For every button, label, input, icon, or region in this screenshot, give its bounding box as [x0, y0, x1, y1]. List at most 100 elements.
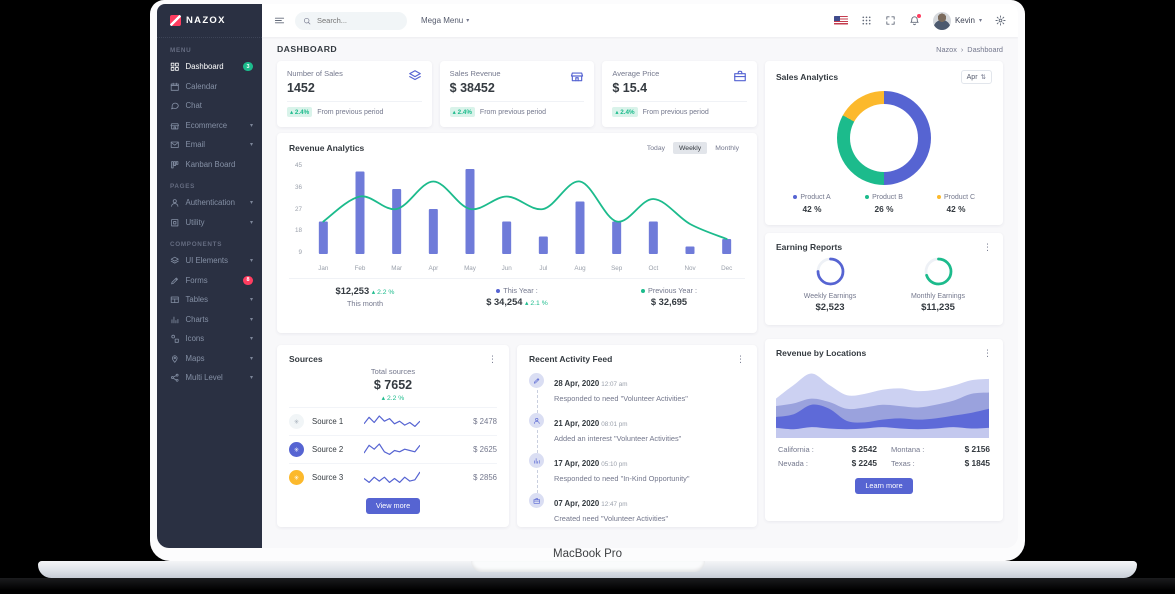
x-tick: Apr	[428, 265, 439, 272]
sidebar-item-kanban-board[interactable]: Kanban Board	[157, 155, 262, 175]
breadcrumb-item[interactable]: Dashboard	[967, 44, 1003, 54]
language-flag-us-icon[interactable]	[833, 16, 848, 25]
location-value: $ 2156	[964, 444, 990, 454]
sidebar-item-ecommerce[interactable]: Ecommerce ▾	[157, 116, 262, 136]
mega-menu-button[interactable]: Mega Menu ▾	[421, 16, 469, 25]
source-row[interactable]: ✳ Source 1 $ 2478	[289, 407, 497, 435]
feed-text: Created need "Volunteer Activities"	[554, 513, 669, 523]
sidebar-section-label: MENU	[170, 47, 192, 54]
previous-year-summary: Previous Year : $ 32,695	[593, 286, 745, 308]
sidebar-item-email[interactable]: Email ▾	[157, 135, 262, 155]
breadcrumb-item[interactable]: Nazox	[936, 44, 957, 54]
chevron-down-icon: ▾	[466, 18, 470, 24]
sidebar-item-tables[interactable]: Tables ▾	[157, 290, 262, 310]
brand-logo[interactable]: NAZOX	[157, 4, 262, 38]
learn-more-button[interactable]: Learn more	[855, 477, 913, 494]
card-title: Earning Reports	[776, 242, 843, 252]
fullscreen-icon[interactable]	[885, 15, 896, 26]
location-stat: California : $ 2542	[778, 444, 877, 454]
range-button-monthly[interactable]: Monthly	[709, 142, 745, 154]
range-button-today[interactable]: Today	[640, 142, 672, 154]
x-tick: Jul	[539, 265, 548, 272]
feed-time: 12:47 pm	[601, 501, 628, 508]
chevron-down-icon: ▾	[249, 258, 253, 265]
sidebar-item-chat[interactable]: Chat	[157, 96, 262, 116]
layers-icon	[408, 69, 422, 95]
feed-text: Added an interest "Volunteer Activities"	[554, 433, 682, 443]
apps-grid-icon[interactable]	[861, 15, 872, 26]
user-icon	[170, 198, 180, 208]
chevron-down-icon: ▾	[249, 142, 253, 149]
period-select[interactable]: Apr ⇅	[960, 70, 992, 84]
sidebar-item-label: Kanban Board	[185, 159, 236, 169]
sidebar-item-icons[interactable]: Icons ▾	[157, 329, 262, 349]
legend-dot	[936, 195, 941, 200]
sidebar: NAZOX MENU Dashboard 3 Calendar Chat Ecommerc…	[157, 4, 262, 548]
kebab-menu-icon[interactable]: ⋮	[983, 241, 992, 252]
earning-value: $2,523	[815, 302, 845, 313]
sidebar-item-dashboard[interactable]: Dashboard 3	[157, 57, 262, 77]
sidebar-item-label: Ecommerce	[185, 120, 228, 130]
x-tick: Feb	[354, 265, 366, 272]
sidebar-item-label: Charts	[185, 314, 209, 324]
laptop-base-notch	[470, 561, 705, 572]
total-sources: Total sources $ 7652 ▴ 2.2 %	[289, 367, 497, 402]
x-tick: Aug	[574, 265, 586, 272]
y-tick: 18	[294, 227, 302, 235]
chevron-down-icon: ▾	[249, 316, 253, 323]
chevron-down-icon: ▾	[249, 200, 253, 207]
y-tick: 27	[294, 205, 302, 213]
sidebar-item-ui-elements[interactable]: UI Elements ▾	[157, 251, 262, 271]
sidebar-item-maps[interactable]: Maps ▾	[157, 349, 262, 369]
user-menu[interactable]: Kevin ▾	[932, 11, 982, 30]
kebab-menu-icon[interactable]: ⋮	[736, 353, 745, 364]
stat-card-average-price: Average Price $ 15.4 ▴ 2.4% From previous p…	[602, 61, 757, 127]
store-icon	[170, 121, 180, 131]
view-more-button[interactable]: View more	[365, 497, 421, 514]
kebab-menu-icon[interactable]: ⋮	[983, 347, 992, 358]
bar-line-chart	[318, 169, 732, 254]
earning-value: $11,235	[921, 302, 955, 313]
revenue-chart: 45 36 27 18 9	[289, 162, 745, 263]
legend-dot	[865, 195, 870, 200]
feed-item[interactable]: 17 Apr, 2020 05:10 pm Responded to need "I…	[529, 453, 745, 493]
legend-dot	[793, 195, 798, 200]
hamburger-menu-icon[interactable]	[274, 15, 285, 26]
kebab-menu-icon[interactable]: ⋮	[488, 353, 497, 364]
sidebar-item-utility[interactable]: Utility ▾	[157, 213, 262, 233]
share-icon	[170, 373, 180, 383]
source-row[interactable]: ✳ Source 2 $ 2625	[289, 435, 497, 463]
sidebar-item-label: Chat	[185, 101, 202, 111]
source-amount: $ 2625	[473, 445, 497, 454]
sidebar-item-forms[interactable]: Forms 8	[157, 271, 262, 291]
sidebar-item-charts[interactable]: Charts ▾	[157, 310, 262, 330]
feed-date: 17 Apr, 2020	[554, 459, 600, 468]
legend-item: Product C 42 %	[920, 194, 992, 214]
stat-note: From previous period	[642, 108, 709, 116]
sidebar-item-multi-level[interactable]: Multi Level ▾	[157, 368, 262, 388]
feed-item[interactable]: 21 Apr, 2020 08:01 pm Added an interest "V…	[529, 413, 745, 453]
sidebar-badge: 8	[243, 275, 253, 285]
feed-item[interactable]: 07 Apr, 2020 12:47 pm Created need "Volunt…	[529, 493, 745, 533]
y-tick: 45	[294, 162, 302, 169]
chevron-down-icon: ▾	[249, 297, 253, 304]
calendar-icon	[170, 82, 180, 92]
notifications-bell-icon[interactable]	[909, 13, 922, 26]
settings-gear-icon[interactable]	[995, 15, 1006, 26]
grid-icon	[170, 62, 180, 72]
delta-badge: ▴ 2.4%	[287, 107, 313, 117]
earning-label: Monthly Earnings	[910, 293, 966, 300]
source-icon: ✳	[289, 442, 304, 457]
search-box[interactable]	[295, 11, 407, 30]
sidebar-item-calendar[interactable]: Calendar	[157, 77, 262, 97]
sidebar-item-authentication[interactable]: Authentication ▾	[157, 193, 262, 213]
chevron-down-icon: ▾	[978, 18, 982, 24]
search-input[interactable]	[315, 15, 399, 26]
range-button-weekly[interactable]: Weekly	[673, 142, 708, 154]
user-name: Kevin	[954, 16, 975, 25]
source-icon: ✳	[289, 470, 304, 485]
feed-item[interactable]: 28 Apr, 2020 12:07 am Responded to need "V…	[529, 373, 745, 413]
chevron-down-icon: ▾	[249, 336, 253, 343]
sparkline-chart	[364, 471, 420, 483]
source-row[interactable]: ✳ Source 3 $ 2856	[289, 463, 497, 491]
